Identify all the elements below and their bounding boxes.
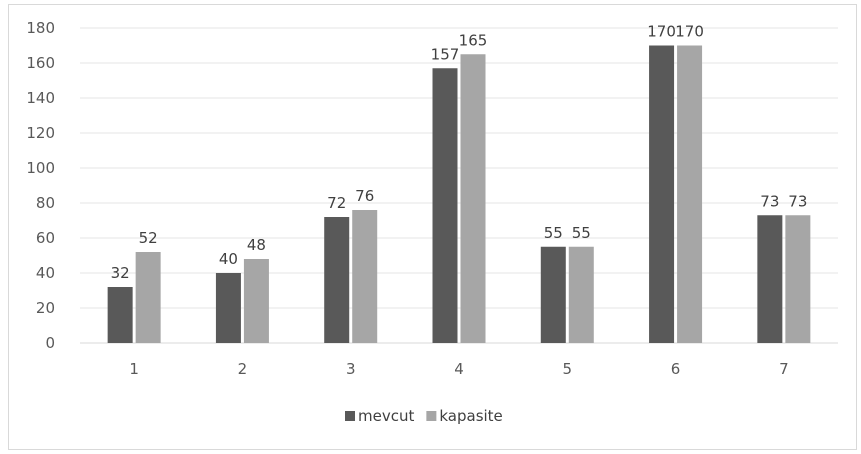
legend-label-mevcut: mevcut xyxy=(358,407,414,425)
legend-swatch-mevcut xyxy=(345,411,355,421)
y-tick-label: 80 xyxy=(36,194,55,212)
y-tick-label: 20 xyxy=(36,299,55,317)
data-label-kapasite: 76 xyxy=(355,187,374,205)
bar-kapasite xyxy=(677,45,703,343)
y-tick-label: 40 xyxy=(36,264,55,282)
x-tick-label: 5 xyxy=(563,360,573,378)
bar-mevcut xyxy=(757,215,783,343)
bar-mevcut xyxy=(649,45,675,343)
legend: mevcut kapasite xyxy=(345,407,503,425)
bar-mevcut xyxy=(540,246,566,343)
x-tick-label: 6 xyxy=(671,360,681,378)
y-axis: 0 20 40 60 80 100 120 140 160 180 xyxy=(26,19,55,352)
bar-mevcut xyxy=(324,217,350,343)
data-label-kapasite: 73 xyxy=(788,192,807,210)
y-tick-label: 120 xyxy=(26,124,55,142)
x-tick-label: 3 xyxy=(346,360,356,378)
bar-kapasite xyxy=(568,246,594,343)
bar-mevcut xyxy=(107,287,133,343)
data-label-mevcut: 73 xyxy=(760,192,779,210)
legend-swatch-kapasite xyxy=(426,411,437,421)
data-label-kapasite: 48 xyxy=(247,236,266,254)
data-label-mevcut: 170 xyxy=(647,23,676,41)
bar-kapasite xyxy=(460,54,486,343)
x-tick-label: 4 xyxy=(454,360,464,378)
y-tick-label: 60 xyxy=(36,229,55,247)
x-tick-label: 2 xyxy=(238,360,248,378)
x-axis: 1 2 3 4 5 6 7 xyxy=(129,360,788,378)
data-label-mevcut: 32 xyxy=(111,264,130,282)
y-tick-label: 160 xyxy=(26,54,55,72)
y-tick-label: 100 xyxy=(26,159,55,177)
y-tick-label: 140 xyxy=(26,89,55,107)
y-tick-label: 0 xyxy=(45,334,55,352)
bar-kapasite xyxy=(352,210,378,343)
bar-kapasite xyxy=(243,259,269,343)
bar-kapasite xyxy=(785,215,811,343)
bar-kapasite xyxy=(135,252,161,343)
data-label-kapasite: 165 xyxy=(459,31,488,49)
x-tick-label: 7 xyxy=(779,360,789,378)
bars xyxy=(107,45,811,343)
gridlines xyxy=(80,27,838,344)
data-label-mevcut: 157 xyxy=(431,45,460,63)
data-label-kapasite: 52 xyxy=(139,229,158,247)
legend-label-kapasite: kapasite xyxy=(439,407,502,425)
data-label-kapasite: 170 xyxy=(675,23,704,41)
data-label-kapasite: 55 xyxy=(572,224,591,242)
data-label-mevcut: 40 xyxy=(219,250,238,268)
y-tick-label: 180 xyxy=(26,19,55,37)
data-label-mevcut: 55 xyxy=(544,224,563,242)
x-tick-label: 1 xyxy=(129,360,139,378)
bar-mevcut xyxy=(215,273,241,343)
bar-mevcut xyxy=(432,68,458,343)
data-label-mevcut: 72 xyxy=(327,194,346,212)
